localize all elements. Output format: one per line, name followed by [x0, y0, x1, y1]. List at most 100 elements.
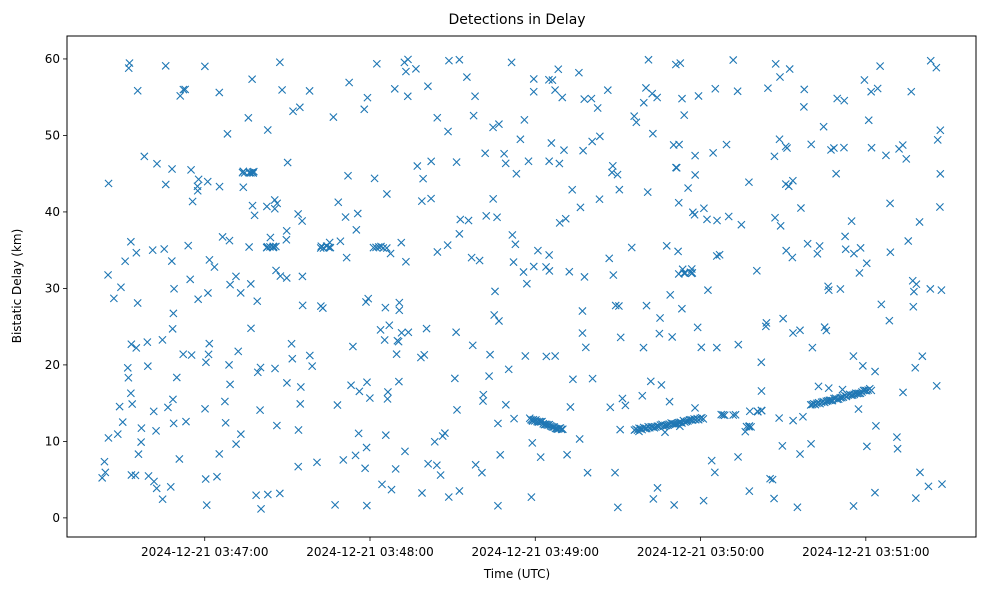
- data-point: [246, 279, 255, 288]
- data-point: [324, 243, 333, 252]
- data-point: [270, 195, 279, 204]
- data-point: [383, 394, 392, 403]
- data-point: [381, 431, 390, 440]
- data-point: [501, 159, 510, 168]
- data-point: [244, 113, 253, 122]
- data-point: [687, 269, 696, 278]
- data-point: [867, 143, 876, 152]
- data-point: [871, 367, 880, 376]
- data-point: [904, 237, 913, 246]
- data-point: [344, 171, 352, 180]
- data-point: [547, 139, 556, 148]
- data-point: [232, 440, 241, 449]
- data-point: [815, 242, 824, 250]
- data-point: [807, 439, 816, 448]
- data-point: [245, 168, 254, 177]
- data-point: [295, 103, 304, 112]
- x-axis-label: Time (UTC): [483, 567, 550, 581]
- data-point: [720, 411, 729, 420]
- data-point: [555, 159, 564, 168]
- data-point: [234, 347, 243, 356]
- data-point: [867, 87, 876, 96]
- data-point: [152, 159, 161, 168]
- data-point: [362, 443, 371, 452]
- data-point: [639, 98, 648, 107]
- data-point: [825, 396, 834, 405]
- data-point: [354, 429, 363, 438]
- data-point: [494, 120, 503, 129]
- data-point: [522, 279, 531, 288]
- data-point: [158, 335, 167, 344]
- data-point: [210, 263, 219, 272]
- data-point: [160, 245, 169, 254]
- data-point: [813, 249, 822, 258]
- data-point: [176, 91, 185, 100]
- data-point: [252, 491, 261, 500]
- data-point: [380, 335, 389, 344]
- data-point: [225, 360, 234, 369]
- data-point: [348, 342, 357, 351]
- data-point: [143, 362, 152, 371]
- data-point: [643, 188, 652, 197]
- data-point: [247, 168, 256, 177]
- data-point: [674, 198, 683, 207]
- y-tick-label: 30: [45, 281, 60, 295]
- data-point: [166, 482, 175, 491]
- data-point: [201, 404, 210, 413]
- data-point: [885, 316, 894, 325]
- data-point: [593, 103, 602, 112]
- data-point: [362, 378, 371, 387]
- data-point: [742, 422, 751, 431]
- data-point: [668, 332, 677, 341]
- data-point: [464, 216, 473, 225]
- data-point: [282, 235, 291, 244]
- data-point: [353, 209, 362, 218]
- data-point: [798, 412, 807, 421]
- data-point: [282, 226, 291, 235]
- data-point: [557, 425, 566, 434]
- data-point: [355, 387, 364, 396]
- data-point: [915, 468, 924, 477]
- data-point: [524, 157, 533, 166]
- data-point: [443, 241, 452, 250]
- data-point: [712, 343, 721, 352]
- data-point: [551, 352, 560, 360]
- data-point: [372, 59, 381, 68]
- data-point: [501, 400, 510, 409]
- data-point: [383, 387, 392, 396]
- data-point: [121, 257, 130, 266]
- data-point: [339, 455, 348, 464]
- data-point: [289, 107, 298, 116]
- data-point: [936, 126, 945, 135]
- data-point: [853, 389, 862, 398]
- data-point: [613, 503, 622, 512]
- data-point: [494, 316, 503, 325]
- data-point: [621, 401, 630, 410]
- data-point: [775, 414, 784, 423]
- data-point: [101, 468, 110, 477]
- data-point: [361, 464, 370, 473]
- data-point: [680, 111, 689, 120]
- data-point: [453, 405, 461, 414]
- data-point: [365, 394, 374, 403]
- data-point: [475, 256, 484, 265]
- data-point: [187, 351, 196, 360]
- data-point: [248, 75, 257, 84]
- data-point: [452, 328, 461, 337]
- data-point: [444, 127, 453, 136]
- data-point: [236, 430, 245, 439]
- data-point: [283, 158, 292, 167]
- data-point: [814, 382, 823, 391]
- data-point: [455, 55, 464, 64]
- data-point: [745, 421, 754, 430]
- data-point: [179, 85, 188, 94]
- data-point: [400, 447, 409, 456]
- data-point: [779, 314, 788, 323]
- data-point: [800, 85, 809, 94]
- data-point: [545, 251, 554, 259]
- data-point: [411, 64, 420, 73]
- data-point: [733, 87, 742, 96]
- data-point: [676, 59, 685, 68]
- data-point: [616, 333, 625, 342]
- data-point: [864, 116, 873, 125]
